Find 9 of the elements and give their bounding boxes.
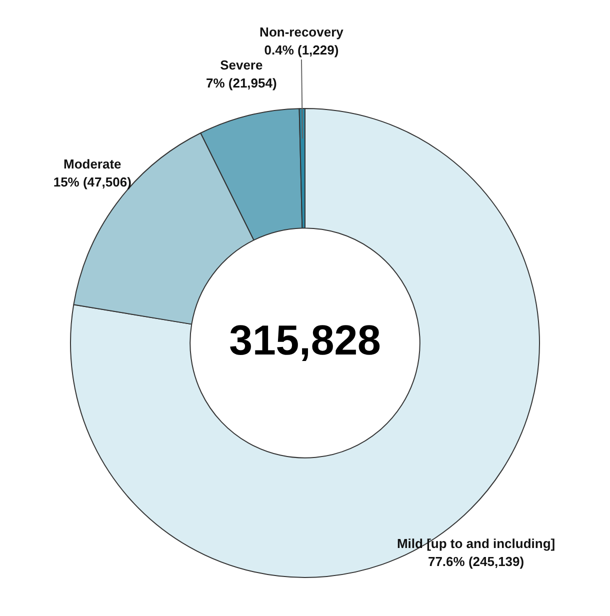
- text: 315,828: [229, 316, 381, 364]
- slice-label: Non-recovery: [260, 24, 344, 40]
- data-label: 0.4% (1,229): [264, 42, 339, 58]
- data-label: 77.6% (245,139): [428, 554, 524, 569]
- slice-label: Moderate: [63, 156, 122, 172]
- slice-label: Mild [up to and including]: [396, 536, 556, 551]
- data-label: 15% (47,506): [53, 174, 132, 190]
- slice-label: Severe: [220, 57, 263, 72]
- data-label: 7% (21,954): [206, 75, 277, 90]
